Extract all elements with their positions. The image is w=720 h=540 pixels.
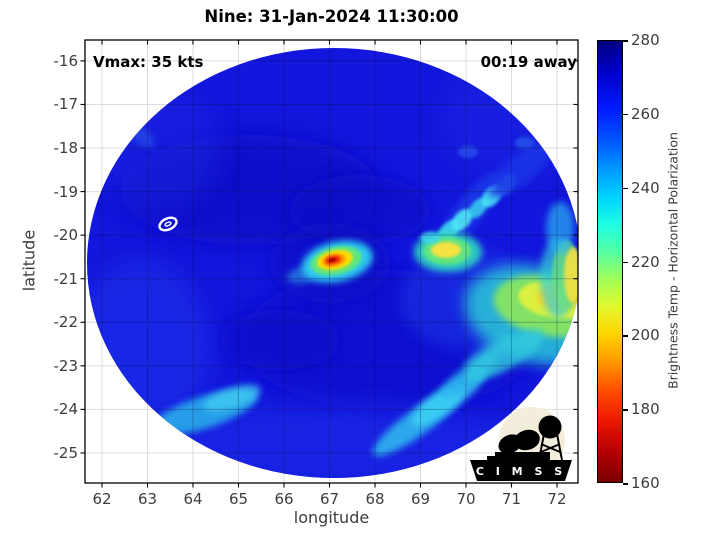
y-tick-label: -19 bbox=[53, 182, 79, 201]
storm-center-marker bbox=[158, 216, 178, 232]
satellite-swath-image: C I M S S bbox=[87, 48, 578, 481]
colorbar-tick-label: 200 bbox=[631, 326, 660, 345]
x-tick-label: 70 bbox=[456, 490, 476, 508]
x-tick-label: 71 bbox=[501, 490, 522, 508]
y-tick-label: -21 bbox=[53, 269, 79, 288]
x-tick-label: 68 bbox=[365, 490, 385, 508]
y-tick-label: -20 bbox=[53, 226, 79, 245]
y-tick-label: -25 bbox=[53, 443, 79, 462]
time-away-annotation: 00:19 away bbox=[480, 53, 577, 71]
x-tick-label: 65 bbox=[228, 490, 249, 508]
storm-core-convection bbox=[286, 240, 373, 284]
colorbar-tick-label: 260 bbox=[631, 104, 660, 123]
x-tick-label: 69 bbox=[410, 490, 431, 508]
colorbar-tick-label: 280 bbox=[631, 31, 660, 49]
x-tick-label: 66 bbox=[274, 490, 294, 508]
colorbar-tick-label: 240 bbox=[631, 178, 660, 197]
axes-border bbox=[84, 39, 579, 484]
colorbar-tick-mark bbox=[623, 409, 628, 411]
x-tick-label: 62 bbox=[92, 490, 112, 508]
plot-title: Nine: 31-Jan-2024 11:30:00 bbox=[204, 7, 459, 26]
colorbar-label: Brightness Temp - Horizontal Polarizatio… bbox=[665, 132, 681, 389]
cimss-logo-text: C I M S S bbox=[476, 465, 566, 478]
y-tick-label: -23 bbox=[53, 356, 79, 375]
colorbar-tick-label: 180 bbox=[631, 400, 660, 419]
colorbar-tick-mark bbox=[623, 187, 628, 190]
x-tick-label: 64 bbox=[183, 490, 203, 508]
y-tick-label: -17 bbox=[53, 95, 79, 114]
x-tick-label: 63 bbox=[137, 490, 158, 508]
y-tick-label: -18 bbox=[53, 139, 79, 158]
vmax-annotation: Vmax: 35 kts bbox=[93, 53, 204, 71]
colorbar-tick-mark bbox=[623, 261, 628, 263]
colorbar bbox=[597, 40, 623, 483]
axis-tick-marks bbox=[80, 40, 578, 488]
colorbar-tick-mark bbox=[623, 335, 628, 337]
cimss-logo: C I M S S bbox=[470, 407, 572, 481]
water-tower-icon bbox=[538, 433, 563, 461]
x-tick-label: 67 bbox=[319, 490, 340, 508]
y-tick-label: -22 bbox=[53, 313, 79, 332]
colorbar-tick-mark bbox=[623, 483, 628, 485]
colorbar-tick-label: 220 bbox=[631, 252, 660, 271]
colorbar-tick-label: 160 bbox=[631, 474, 660, 492]
cimss-banner bbox=[470, 460, 572, 481]
x-tick-label: 72 bbox=[547, 490, 567, 508]
colorbar-tick-mark bbox=[623, 40, 628, 42]
y-tick-label: -24 bbox=[53, 400, 79, 419]
y-tick-label: -16 bbox=[53, 51, 79, 70]
x-axis-label: longitude bbox=[293, 508, 370, 527]
colorbar-tick-mark bbox=[623, 113, 628, 116]
water-tower-tank bbox=[538, 415, 562, 439]
